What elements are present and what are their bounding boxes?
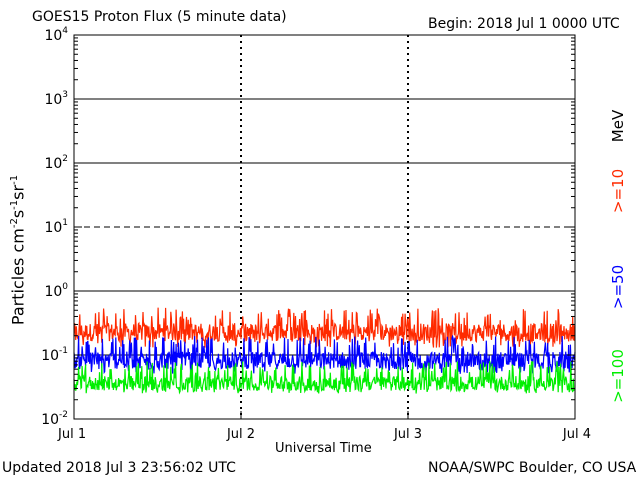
credit-line: NOAA/SWPC Boulder, CO USA bbox=[428, 460, 637, 476]
x-tick-label: Jul 4 bbox=[562, 427, 591, 442]
y-tick-label: 103 bbox=[44, 90, 68, 108]
updated-timestamp: Updated 2018 Jul 3 23:56:02 UTC bbox=[2, 460, 236, 476]
begin-time: Begin: 2018 Jul 1 0000 UTC bbox=[428, 16, 620, 32]
x-axis-title: Universal Time bbox=[275, 441, 372, 456]
chart-title: GOES15 Proton Flux (5 minute data) bbox=[32, 9, 287, 25]
x-tick-label: Jul 3 bbox=[393, 427, 422, 442]
y-tick-label: 10-2 bbox=[41, 410, 68, 428]
y-tick-label: 104 bbox=[44, 26, 68, 44]
x-tick-label: Jul 2 bbox=[226, 427, 255, 442]
series-line-0 bbox=[73, 307, 576, 348]
y-tick-label: 100 bbox=[44, 282, 68, 300]
y-tick-label: 102 bbox=[44, 154, 68, 172]
series-line-2 bbox=[73, 361, 575, 395]
chart-ticks: 10-2 10-1 100 101 102 103 104 Jul 1 Jul 2 Jul 3 Ju… bbox=[41, 26, 591, 442]
chart-series bbox=[73, 307, 576, 395]
y-tick-label: 10-1 bbox=[41, 346, 68, 364]
y-tick-label: 101 bbox=[44, 218, 68, 236]
x-tick-label: Jul 1 bbox=[57, 427, 86, 442]
